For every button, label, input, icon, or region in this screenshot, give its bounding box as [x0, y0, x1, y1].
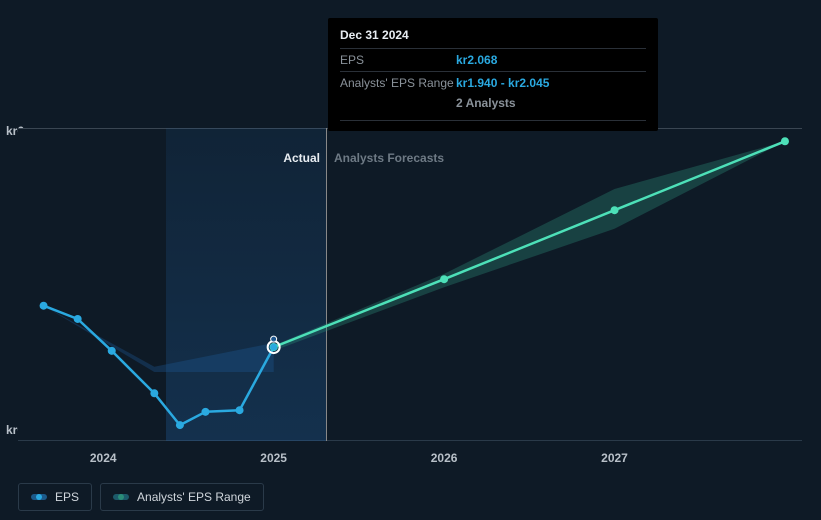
plot-area[interactable]: Actual Analysts Forecasts — [18, 128, 802, 441]
x-tick-2025: 2025 — [260, 451, 287, 465]
legend-label: EPS — [55, 490, 79, 504]
tooltip-hr — [340, 120, 646, 121]
tooltip-date: Dec 31 2024 — [340, 28, 646, 42]
legend-swatch-range — [113, 494, 129, 500]
tooltip-row-range: Analysts' EPS Range kr1.940 - kr2.045 — [340, 71, 646, 94]
legend: EPS Analysts' EPS Range — [18, 483, 264, 511]
legend-item-eps[interactable]: EPS — [18, 483, 92, 511]
tooltip-val: kr1.940 - kr2.045 — [456, 76, 549, 90]
x-tick-2026: 2026 — [431, 451, 458, 465]
tooltip-val: kr2.068 — [456, 53, 497, 67]
tooltip-key: Analysts' EPS Range — [340, 76, 456, 90]
eps-forecast-chart: kr6 kr0.5 Actual Analysts Forecasts 2024… — [0, 0, 821, 520]
tooltip-key: EPS — [340, 53, 456, 67]
tooltip: Dec 31 2024 EPS kr2.068 Analysts' EPS Ra… — [328, 18, 658, 131]
legend-swatch-eps — [31, 494, 47, 500]
tooltip-row-eps: EPS kr2.068 — [340, 48, 646, 71]
chart-svg — [18, 128, 802, 441]
legend-item-range[interactable]: Analysts' EPS Range — [100, 483, 264, 511]
x-tick-2027: 2027 — [601, 451, 628, 465]
tooltip-sub: 2 Analysts — [340, 96, 646, 110]
x-tick-2024: 2024 — [90, 451, 117, 465]
legend-label: Analysts' EPS Range — [137, 490, 251, 504]
